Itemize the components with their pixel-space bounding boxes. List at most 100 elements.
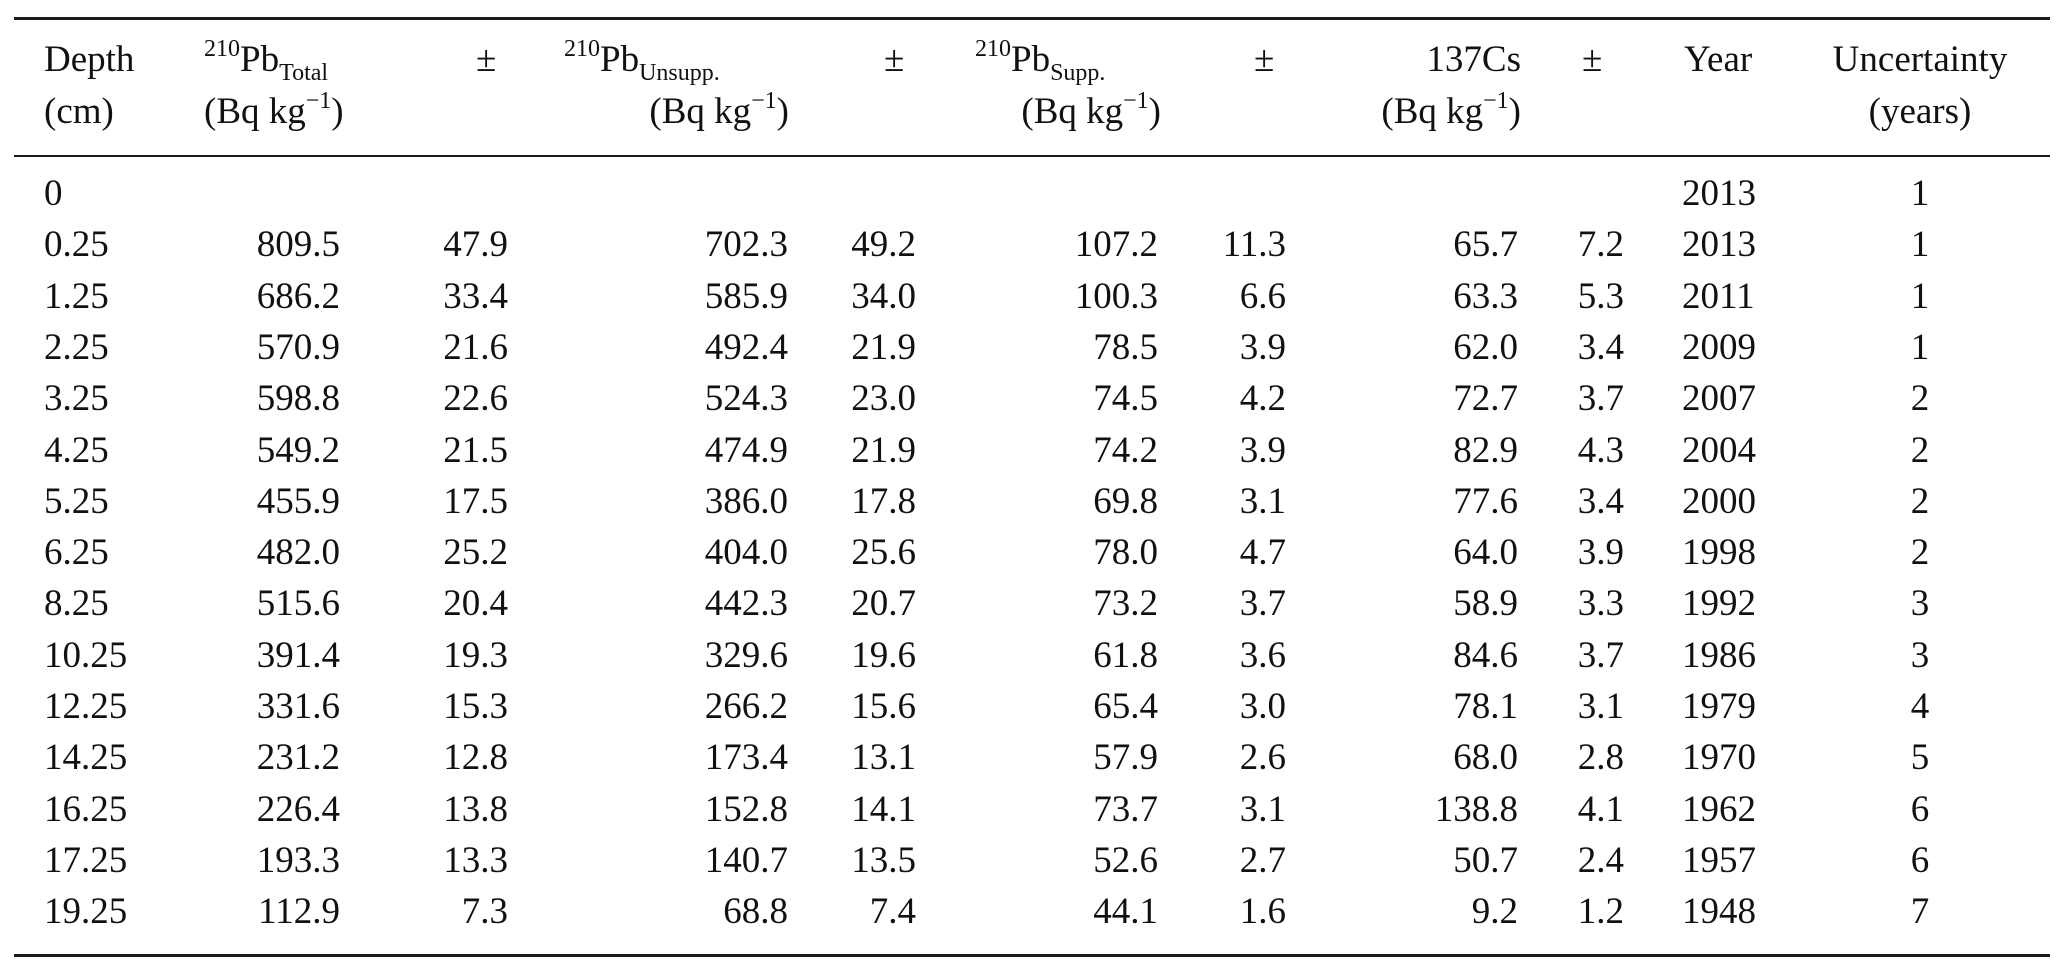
cell-uncertainty: 1 <box>1910 224 1930 266</box>
cell-pb-supp: 69.8 <box>1093 480 1158 522</box>
cell-pb-unsupp-err: 13.5 <box>851 839 916 881</box>
cell-pb-total-err: 20.4 <box>443 583 508 625</box>
isotope-mass: 210 <box>975 36 1011 62</box>
cell-pb-supp-err: 6.6 <box>1239 275 1286 317</box>
cell-cs137: 50.7 <box>1453 839 1518 881</box>
element: Pb <box>1011 39 1051 80</box>
cell-uncertainty: 6 <box>1910 839 1930 881</box>
cell-pb-total-err: 21.6 <box>443 326 508 368</box>
cell-cs137: 58.9 <box>1453 583 1518 625</box>
cell-pb-unsupp-err: 25.6 <box>851 532 916 574</box>
subscript: Total <box>279 60 329 86</box>
unit: (Bq kg <box>1021 91 1124 132</box>
header-cs137-err: ± <box>1582 34 1602 86</box>
cell-cs137-err: 5.3 <box>1577 275 1624 317</box>
header-pb-supp: 210PbSupp. (Bq kg−1) <box>975 34 1161 138</box>
cell-cs137: 72.7 <box>1453 378 1518 420</box>
cell-pb-supp: 73.7 <box>1093 788 1158 830</box>
cell-uncertainty: 2 <box>1910 532 1930 574</box>
cell-pb-total: 193.3 <box>256 839 340 881</box>
cell-pb-unsupp-err: 34.0 <box>851 275 916 317</box>
cell-pb-supp-err: 3.1 <box>1239 480 1286 522</box>
cell-pb-unsupp: 140.7 <box>704 839 788 881</box>
cell-uncertainty: 5 <box>1910 737 1930 779</box>
cell-pb-total-err: 15.3 <box>443 686 508 727</box>
cell-pb-supp: 74.2 <box>1093 429 1158 471</box>
cell-pb-total-err: 25.2 <box>443 532 508 574</box>
cell-uncertainty: 6 <box>1910 788 1930 830</box>
bottom-rule <box>14 954 2050 957</box>
cell-pb-total: 331.6 <box>256 686 340 727</box>
cell-depth: 17.25 <box>44 839 128 881</box>
unit-exp: −1 <box>305 88 332 114</box>
cell-pb-total: 455.9 <box>256 480 340 522</box>
cell-uncertainty: 1 <box>1910 326 1930 368</box>
cell-cs137-err: 7.2 <box>1577 224 1624 266</box>
cell-pb-supp: 44.1 <box>1093 891 1158 933</box>
cs137-label: 137Cs <box>1426 39 1521 80</box>
plus-minus: ± <box>884 39 905 80</box>
unit-close: ) <box>331 91 344 132</box>
cell-pb-supp-err: 3.7 <box>1239 583 1286 625</box>
cell-pb-supp: 78.0 <box>1093 532 1158 574</box>
unit: (Bq kg <box>204 91 306 132</box>
subscript: Supp. <box>1050 60 1106 86</box>
cell-cs137: 82.9 <box>1453 429 1518 471</box>
cell-pb-unsupp: 585.9 <box>704 275 788 317</box>
header-pb-unsupp-err: ± <box>884 34 904 86</box>
header-depth-unit: (cm) <box>44 91 114 132</box>
cell-pb-total-err: 13.3 <box>443 839 508 881</box>
header-uncertainty: Uncertainty (years) <box>1820 34 2020 138</box>
cell-cs137-err: 1.2 <box>1577 891 1624 933</box>
cell-cs137-err: 3.3 <box>1577 583 1624 625</box>
plus-minus: ± <box>1254 39 1275 80</box>
cell-pb-unsupp-err: 23.0 <box>851 378 916 420</box>
cell-pb-total: 809.5 <box>256 224 340 266</box>
cell-year: 1962 <box>1682 788 1756 830</box>
cell-cs137: 68.0 <box>1453 737 1518 779</box>
cell-pb-unsupp: 492.4 <box>704 326 788 368</box>
cell-pb-unsupp: 474.9 <box>704 429 788 471</box>
cell-uncertainty: 7 <box>1910 891 1930 933</box>
year-label: Year <box>1684 39 1753 80</box>
element: Pb <box>600 39 640 80</box>
cell-cs137-err: 2.4 <box>1577 839 1624 881</box>
cell-pb-total: 112.9 <box>258 891 340 933</box>
header-depth-label: Depth <box>44 39 135 80</box>
cell-pb-supp-err: 1.6 <box>1239 891 1286 933</box>
isotope-mass: 210 <box>564 36 600 62</box>
cell-pb-total-err: 33.4 <box>443 275 508 317</box>
cell-year: 2000 <box>1682 480 1756 522</box>
cell-pb-supp-err: 2.7 <box>1239 839 1286 881</box>
cell-pb-supp-err: 3.9 <box>1239 326 1286 368</box>
unit-exp: −1 <box>1483 88 1509 114</box>
cell-pb-unsupp: 266.2 <box>704 686 788 727</box>
unit-exp: −1 <box>751 88 777 114</box>
cell-pb-unsupp: 173.4 <box>704 737 788 779</box>
cell-cs137: 64.0 <box>1453 532 1518 574</box>
cell-pb-total: 482.0 <box>256 532 340 574</box>
cell-pb-total: 598.8 <box>256 378 340 420</box>
header-pb-total: 210PbTotal (Bq kg−1) <box>204 34 344 138</box>
cell-depth: 12.25 <box>44 686 128 727</box>
header-depth: Depth (cm) <box>44 34 134 138</box>
cell-cs137-err: 3.4 <box>1577 480 1624 522</box>
cell-pb-total: 515.6 <box>256 583 340 625</box>
cell-depth: 1.25 <box>44 275 109 317</box>
cell-pb-total-err: 12.8 <box>443 737 508 779</box>
plus-minus: ± <box>1582 39 1603 80</box>
cell-pb-supp: 74.5 <box>1093 378 1158 420</box>
cell-cs137: 84.6 <box>1453 634 1518 676</box>
cell-pb-unsupp: 68.8 <box>723 891 788 933</box>
plus-minus: ± <box>476 39 497 80</box>
cell-pb-unsupp-err: 21.9 <box>851 429 916 471</box>
cell-year: 1992 <box>1682 583 1756 625</box>
header-cs137: 137Cs (Bq kg−1) <box>1340 34 1521 138</box>
cell-cs137: 65.7 <box>1453 224 1518 266</box>
header-pb-supp-err: ± <box>1254 34 1274 86</box>
cell-pb-total-err: 19.3 <box>443 634 508 676</box>
cell-uncertainty: 3 <box>1910 634 1930 676</box>
cell-year: 1957 <box>1682 839 1756 881</box>
cell-cs137-err: 4.1 <box>1577 788 1624 830</box>
unit-close: ) <box>776 91 789 132</box>
